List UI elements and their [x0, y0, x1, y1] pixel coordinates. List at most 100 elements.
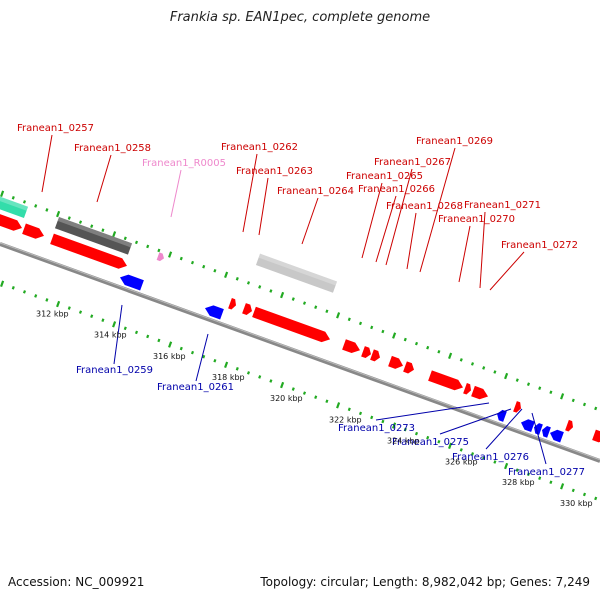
reverse-track-tick [549, 480, 553, 485]
label-forward-gene-8[interactable]: Franean1_0268 [386, 201, 463, 212]
feature-forward-gene-15[interactable] [565, 419, 575, 433]
label-forward-gene-3[interactable]: Franean1_0263 [236, 166, 313, 177]
label-reverse-gene-1[interactable]: Franean1_0261 [157, 382, 234, 393]
label-forward-gene-0[interactable]: Franean1_0257 [17, 123, 94, 134]
reverse-track-tick [504, 462, 509, 470]
feature-forward-gene-6[interactable] [342, 339, 362, 355]
accession-label: Accession: NC_009921 [8, 575, 145, 589]
forward-track-tick [90, 224, 94, 228]
feature-pseudo-0263[interactable] [255, 253, 338, 293]
reverse-track-tick [34, 294, 38, 298]
gene-labels[interactable]: Franean1_0257 Franean1_0258 Franean1_0262 F… [17, 123, 585, 478]
reverse-track-tick [224, 361, 229, 368]
label-rna-gene[interactable]: Franean1_R0005 [142, 158, 226, 169]
feature-reverse-gene-1[interactable] [203, 303, 224, 320]
feature-forward-gene-16[interactable] [592, 429, 600, 445]
label-reverse-gene-4-leader [485, 408, 523, 450]
feature-forward-gene-5[interactable] [252, 306, 332, 345]
label-forward-gene-1[interactable]: Franean1_0258 [74, 143, 151, 154]
reverse-track-tick [370, 415, 374, 420]
feature-reverse-gene-4[interactable] [532, 422, 543, 435]
forward-track-tick [56, 210, 61, 218]
backbone-highlight [0, 242, 600, 461]
feature-forward-gene-9[interactable] [388, 355, 405, 371]
label-reverse-gene-1-leader [195, 333, 209, 382]
reverse-track-tick [134, 330, 139, 335]
forward-track-tick [571, 398, 575, 403]
label-forward-gene-11[interactable]: Franean1_0271 [464, 200, 541, 211]
reverse-track-tick [448, 442, 453, 449]
label-forward-gene-5[interactable]: Franean1_0265 [346, 171, 423, 182]
label-forward-gene-8-leader [406, 212, 417, 270]
label-reverse-gene-2[interactable]: Franean1_0273 [338, 423, 415, 434]
feature-forward-gene-11[interactable] [428, 370, 465, 392]
label-forward-gene-4[interactable]: Franean1_0264 [277, 186, 354, 197]
reverse-track-tick [67, 306, 71, 310]
forward-track-tick [11, 196, 15, 200]
label-forward-gene-2[interactable]: Franean1_0262 [221, 142, 298, 153]
feature-forward-gene-4[interactable] [242, 303, 254, 316]
forward-track-tick [482, 366, 486, 370]
feature-teal-block[interactable] [0, 195, 29, 219]
reverse-track-tick [22, 290, 27, 294]
feature-forward-gene-1[interactable] [22, 223, 46, 242]
scale-label: 312 kbp [36, 310, 69, 319]
forward-track-tick [302, 301, 307, 305]
forward-track-tick [146, 244, 150, 249]
reverse-track-tick [358, 411, 363, 416]
feature-reverse-gene-0[interactable] [118, 272, 144, 291]
feature-rna-R0005[interactable] [156, 252, 166, 262]
label-reverse-gene-2-leader [375, 402, 490, 421]
feature-forward-gene-14[interactable] [513, 401, 523, 414]
label-reverse-gene-3[interactable]: Franean1_0275 [392, 437, 469, 448]
feature-reverse-gene-5[interactable] [540, 425, 551, 438]
forward-track-tick [381, 329, 385, 334]
forward-track-tick [0, 190, 5, 197]
reverse-track-tick [392, 422, 397, 429]
reverse-track-tick [381, 419, 385, 424]
reverse-track-tick [157, 338, 161, 343]
reverse-track-tick [482, 456, 486, 460]
label-reverse-gene-4[interactable]: Franean1_0276 [452, 452, 529, 463]
feature-forward-gene-8[interactable] [370, 349, 382, 362]
forward-track-tick [459, 358, 463, 362]
feature-forward-gene-0[interactable] [0, 213, 24, 233]
label-forward-gene-6[interactable]: Franean1_0266 [358, 184, 435, 195]
forward-track-tick [269, 289, 273, 293]
feature-forward-gene-7[interactable] [361, 346, 373, 359]
feature-reverse-gene-3[interactable] [519, 417, 535, 432]
forward-track-tick [202, 264, 206, 269]
feature-forward-gene-2[interactable] [50, 233, 129, 271]
forward-track-tick [504, 372, 509, 380]
label-reverse-gene-0[interactable]: Franean1_0259 [76, 365, 153, 376]
feature-forward-gene-3[interactable] [228, 298, 238, 311]
gene-features[interactable] [0, 195, 600, 445]
scale-label: 320 kbp [270, 394, 303, 403]
map-title: Frankia sp. EAN1pec, complete genome [169, 10, 431, 25]
forward-track-tick [112, 231, 117, 238]
forward-track-tick [314, 305, 318, 309]
label-forward-gene-2-leader [242, 153, 258, 233]
label-forward-gene-12[interactable]: Franean1_0272 [501, 240, 578, 251]
feature-forward-gene-13[interactable] [471, 385, 490, 402]
reverse-track-tick [526, 472, 531, 476]
label-forward-gene-10[interactable]: Franean1_0270 [438, 214, 515, 225]
forward-track-tick [34, 204, 38, 208]
label-forward-gene-7[interactable]: Franean1_0267 [374, 157, 451, 168]
forward-track-tick [101, 228, 105, 233]
feature-forward-gene-10[interactable] [403, 361, 416, 375]
reverse-track-tick [168, 341, 173, 348]
forward-track-tick [515, 378, 519, 382]
scale-label: 330 kbp [560, 499, 593, 508]
reverse-track-tick [90, 314, 94, 318]
reverse-track-tick [246, 371, 251, 375]
feature-forward-gene-12[interactable] [463, 383, 473, 396]
label-reverse-gene-5[interactable]: Franean1_0277 [508, 467, 585, 478]
feature-reverse-gene-6[interactable] [548, 428, 564, 443]
label-forward-gene-9[interactable]: Franean1_0269 [416, 136, 493, 147]
genome-summary: Topology: circular; Length: 8,982,042 bp… [260, 575, 590, 589]
feature-pseudo-0258[interactable] [54, 216, 133, 255]
label-forward-gene-5-leader [361, 182, 383, 259]
reverse-track-tick [426, 435, 430, 440]
